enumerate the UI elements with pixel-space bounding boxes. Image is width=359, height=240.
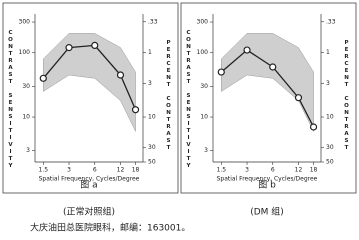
y2-tick-label: 30 [148, 144, 156, 151]
y-tick-label: 10 [22, 114, 30, 121]
y-tick-label: 300 [19, 19, 31, 26]
x-tick-label: 12 [117, 167, 125, 174]
y2-tick-label: 50 [326, 159, 334, 166]
y-tick-label: 30 [22, 83, 30, 90]
x-tick-label: 6 [271, 167, 275, 174]
x-tick-label: 12 [295, 167, 303, 174]
panel-frame [2, 2, 179, 194]
footnote: 大庆油田总医院眼科，邮编：163001。 [30, 222, 190, 234]
y2-tick-label: .33 [148, 18, 158, 25]
y-tick-label: 3 [204, 147, 208, 154]
y2-tick-label: 50 [148, 159, 156, 166]
y-tick-label: 3 [26, 147, 30, 154]
y2-tick-label: 10 [148, 114, 156, 121]
group-caption: (DM 组) [250, 206, 284, 218]
y-tick-label: 10 [200, 114, 208, 121]
y2-tick-label: .33 [326, 18, 336, 25]
y2-axis-label: PERCENT CONTRAST [344, 40, 350, 152]
x-axis-label: Spatial Frequency, Cycles/Degree [217, 176, 318, 183]
panel-caption: 图 b [258, 180, 276, 191]
y-tick-label: 30 [200, 83, 208, 90]
y2-tick-label: 3 [148, 80, 152, 87]
data-point [243, 46, 251, 54]
data-point [217, 68, 225, 76]
x-tick-label: 1.5 [217, 167, 227, 174]
y2-tick-label: 10 [326, 114, 334, 121]
data-point [39, 74, 47, 82]
x-tick-label: 18 [132, 167, 140, 174]
data-point [91, 41, 99, 49]
normal-range-band [43, 33, 136, 132]
x-tick-label: 18 [310, 167, 318, 174]
y2-tick-label: 1 [148, 49, 152, 56]
x-tick-label: 3 [67, 167, 71, 174]
data-point [116, 71, 125, 79]
x-tick-label: 3 [245, 167, 249, 174]
x-tick-label: 6 [93, 167, 97, 174]
y-tick-label: 100 [197, 49, 209, 56]
panel-frame [180, 2, 357, 194]
y2-tick-label: 1 [326, 49, 330, 56]
normal-range-band [221, 33, 314, 132]
x-axis-label: Spatial Frequency, Cycles/Degree [39, 176, 140, 183]
y-tick-label: 300 [197, 19, 209, 26]
y-axis-label: CONTRAST SENSITIVITY [7, 30, 13, 170]
data-point [269, 63, 277, 71]
y-axis-label: CONTRAST SENSITIVITY [185, 30, 191, 170]
x-tick-label: 1.5 [39, 167, 49, 174]
data-point [65, 44, 73, 52]
data-point [131, 106, 140, 114]
data-point [294, 94, 303, 102]
y2-tick-label: 3 [326, 80, 330, 87]
y2-tick-label: 30 [326, 144, 334, 151]
group-caption: (正常对照组) [63, 206, 115, 218]
data-point [309, 123, 318, 131]
panel-caption: 图 a [80, 180, 97, 191]
y-tick-label: 100 [19, 49, 31, 56]
y2-axis-label: PERCENT CONTRAST [166, 40, 172, 152]
